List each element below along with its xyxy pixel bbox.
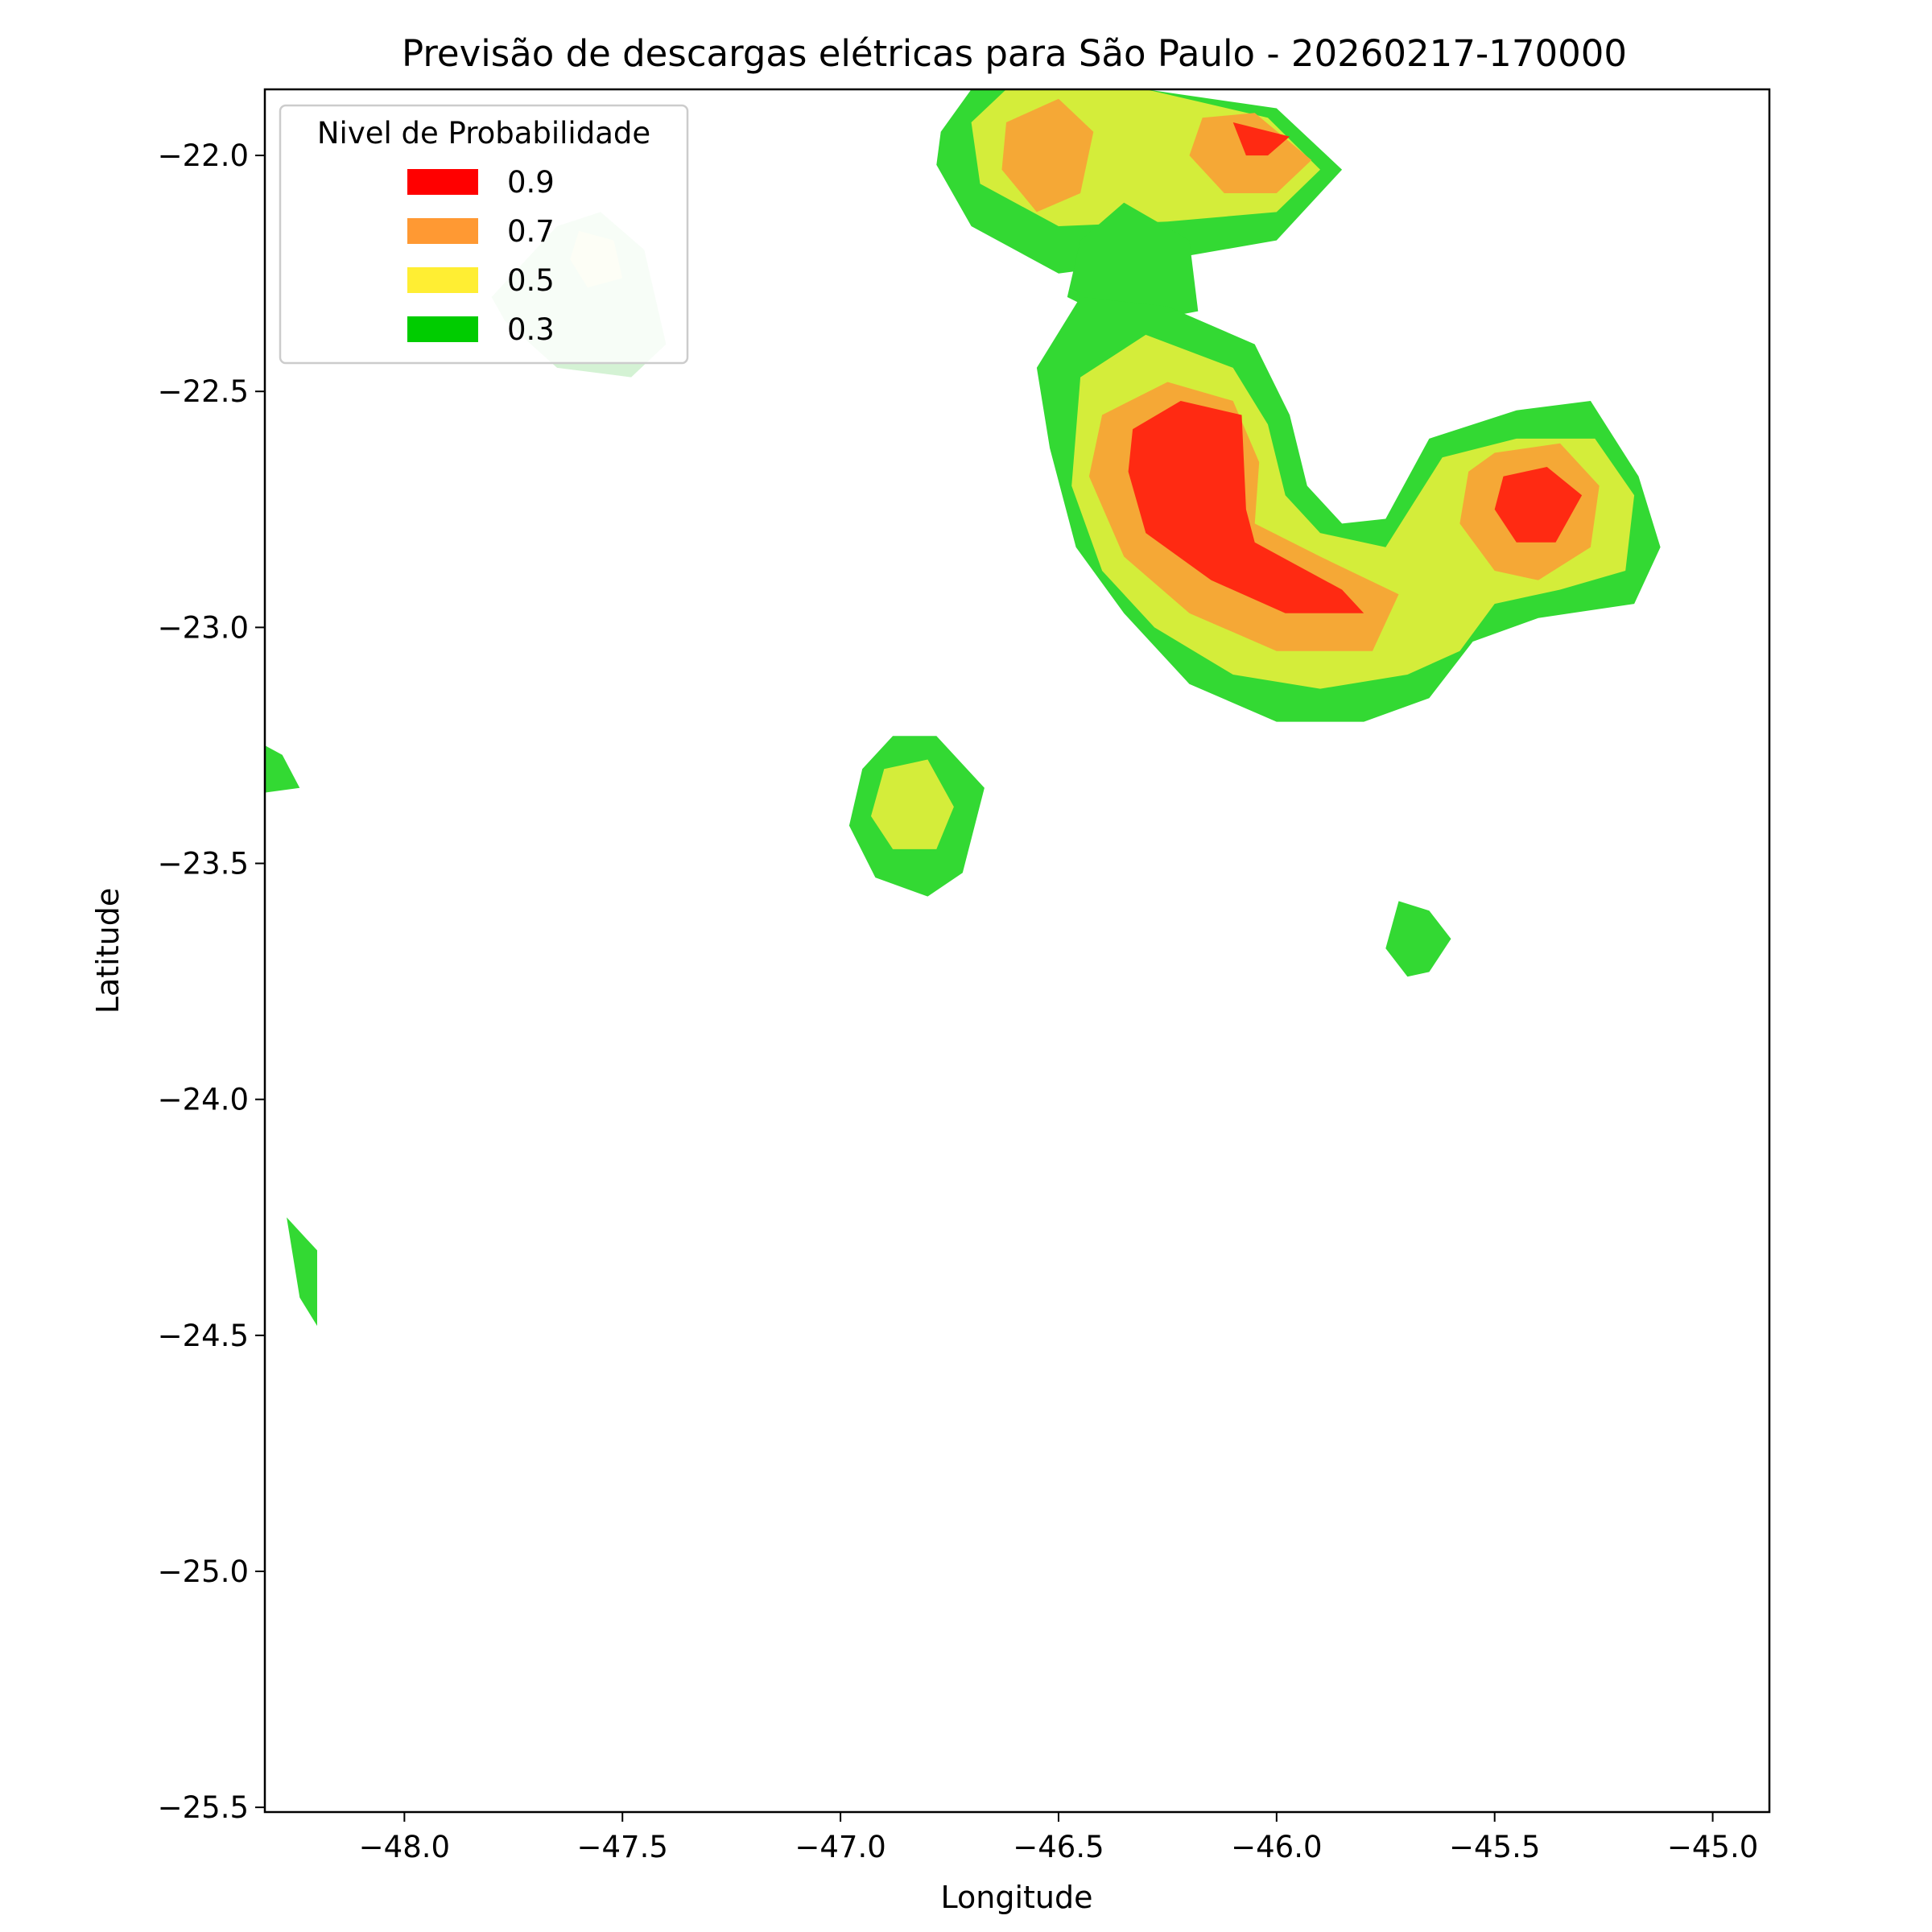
- region-south-west-cell-0.3: [287, 1217, 317, 1327]
- region-north-cell-0.7-west: [1001, 98, 1094, 213]
- x-tick-label: −47.0: [795, 1830, 886, 1864]
- legend-label: 0.5: [507, 263, 555, 298]
- legend-swatch: [407, 169, 478, 195]
- legend-title: Nivel de Probabilidade: [317, 116, 650, 151]
- region-south-east-cell-0.3: [1385, 901, 1451, 977]
- y-tick-label: −22.0: [158, 138, 249, 173]
- y-tick-label: −24.5: [158, 1319, 249, 1353]
- region-bridge-0.3: [1067, 202, 1199, 326]
- legend-swatch: [407, 267, 478, 293]
- y-tick-label: −25.0: [158, 1554, 249, 1589]
- x-tick-label: −46.5: [1013, 1830, 1104, 1864]
- y-tick-label: −25.5: [158, 1790, 249, 1825]
- legend-label: 0.3: [507, 312, 555, 347]
- y-axis-ticks: −22.0 −22.5 −23.0 −23.5 −24.0 −24.5 −25.0 −25.5: [158, 138, 265, 1825]
- x-tick-label: −45.0: [1667, 1830, 1758, 1864]
- x-tick-label: −45.5: [1449, 1830, 1540, 1864]
- region-central-cell-0.5: [871, 759, 954, 849]
- legend-box: [279, 104, 689, 365]
- region-west-edge-cell-0.3: [265, 745, 300, 793]
- legend: Nivel de Probabilidade 0.9 0.7 0.5 0.3: [279, 104, 689, 365]
- region-north-cell-0.9: [1232, 122, 1290, 156]
- y-axis-label: Latitude: [90, 888, 126, 1013]
- y-tick-label: −22.5: [158, 374, 249, 409]
- legend-swatch: [407, 316, 478, 342]
- x-tick-label: −47.5: [577, 1830, 668, 1864]
- contour-regions: [265, 89, 1661, 1327]
- legend-label: 0.9: [507, 165, 555, 200]
- legend-swatch: [407, 218, 478, 244]
- x-axis-label: Longitude: [941, 1880, 1093, 1915]
- y-tick-label: −24.0: [158, 1083, 249, 1117]
- region-main-cell-0.9-west: [1128, 401, 1364, 613]
- y-tick-label: −23.0: [158, 610, 249, 645]
- chart-title: Previsão de descargas elétricas para São…: [402, 32, 1627, 75]
- x-tick-label: −46.0: [1231, 1830, 1322, 1864]
- y-tick-label: −23.5: [158, 847, 249, 881]
- x-axis-ticks: −48.0 −47.5 −47.0 −46.5 −46.0 −45.5 −45.0: [359, 1812, 1758, 1864]
- legend-items: 0.9 0.7 0.5 0.3: [407, 165, 555, 347]
- plot-frame: [263, 88, 1771, 1814]
- region-main-cell-0.9-east: [1494, 467, 1583, 543]
- x-tick-label: −48.0: [359, 1830, 450, 1864]
- legend-label: 0.7: [507, 214, 555, 249]
